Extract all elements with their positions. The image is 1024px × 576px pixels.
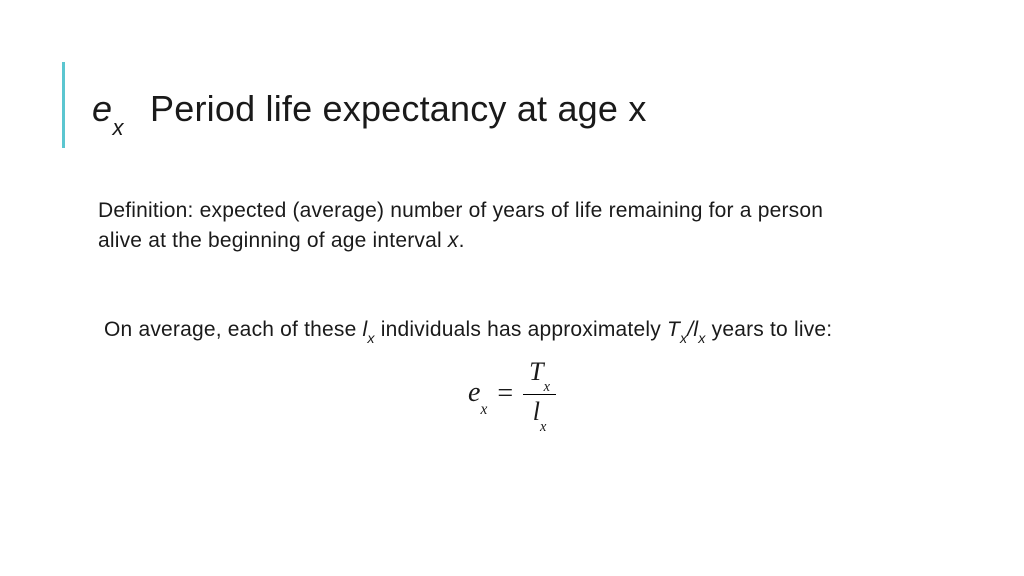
eq-equals: = bbox=[497, 378, 513, 410]
eq-l-sub: x bbox=[540, 419, 546, 435]
equation: ex = Tx lx bbox=[0, 358, 1024, 431]
eq-T: T bbox=[529, 357, 543, 386]
eq-fraction: Tx lx bbox=[523, 358, 556, 431]
para2-b: individuals has approximately bbox=[375, 318, 667, 341]
para1-line2c: . bbox=[459, 229, 465, 252]
tx-sub: x bbox=[680, 331, 687, 347]
paragraph-1: Definition: expected (average) number of… bbox=[98, 196, 938, 257]
eq-T-sub: x bbox=[544, 379, 550, 395]
eq-denominator: lx bbox=[527, 398, 553, 431]
lx-sub: x bbox=[367, 331, 374, 347]
accent-rule bbox=[62, 62, 65, 148]
para1-line2a: alive at the beginning of age interval bbox=[98, 229, 448, 252]
para1-ital-x: x bbox=[448, 229, 459, 252]
slide-title: ex Period life expectancy at age x bbox=[92, 88, 647, 135]
title-symbol-sub: x bbox=[113, 115, 125, 140]
tx-T: T bbox=[667, 318, 680, 341]
eq-e-sub: x bbox=[480, 401, 487, 418]
eq-l: l bbox=[533, 397, 540, 426]
para2-c: years to live: bbox=[706, 318, 833, 341]
eq-lhs: ex bbox=[468, 377, 487, 413]
title-symbol-base: e bbox=[92, 88, 113, 129]
eq-e: e bbox=[468, 377, 480, 408]
paragraph-2: On average, each of these lx individuals… bbox=[104, 315, 938, 348]
title-symbol: ex bbox=[92, 88, 124, 135]
para1-line1: Definition: expected (average) number of… bbox=[98, 199, 823, 222]
title-text: Period life expectancy at age x bbox=[150, 88, 647, 130]
lx2-sub: x bbox=[698, 331, 705, 347]
body-text: Definition: expected (average) number of… bbox=[98, 196, 938, 348]
eq-numerator: Tx bbox=[523, 358, 556, 391]
para2-a: On average, each of these bbox=[104, 318, 363, 341]
eq-fraction-bar bbox=[523, 394, 556, 395]
